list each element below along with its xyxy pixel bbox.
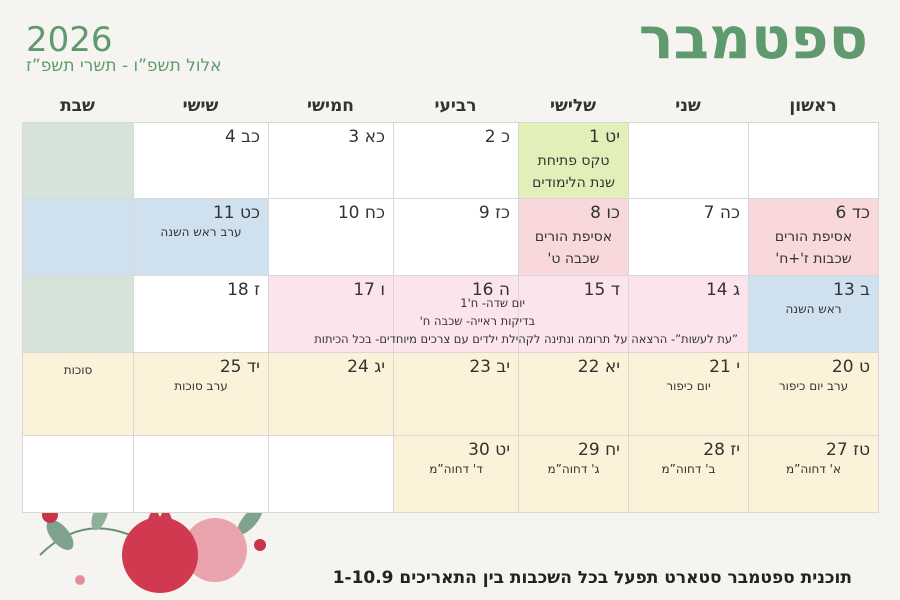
day-date: 28 יז — [703, 440, 740, 460]
day-date: 29 יח — [578, 440, 620, 460]
day-date: 3 כא — [348, 127, 385, 147]
day-cell: 28 יז ב' דחוה”מ — [628, 435, 749, 513]
day-cell: 10 כח — [268, 198, 394, 276]
weekday-header: שלישי — [549, 96, 597, 116]
day-date: 22 יא — [577, 357, 620, 377]
weekday-header: רביעי — [434, 96, 477, 116]
day-event: ערב ראש השנה — [160, 225, 242, 239]
day-cell — [22, 198, 134, 276]
day-date: 9 כז — [478, 203, 510, 223]
day-cell: 4 כב — [133, 122, 269, 199]
day-cell — [628, 122, 749, 199]
day-cell — [22, 275, 134, 353]
day-cell: 9 כז — [393, 198, 519, 276]
day-event: שכבה ט' — [547, 251, 600, 267]
day-cell: 7 כה — [628, 198, 749, 276]
day-event: שנת הלימודים — [532, 175, 615, 191]
day-date: 6 כד — [835, 203, 870, 223]
day-event: יום כיפור — [666, 379, 711, 393]
day-event: ב' דחוה”מ — [661, 462, 716, 476]
day-date: 2 כ — [484, 127, 510, 147]
day-cell: 25 יד ערב סוכות — [133, 352, 269, 436]
weekday-header: ראשון — [789, 96, 837, 116]
day-date: 11 כט — [212, 203, 260, 223]
spanning-event: ”עת לעשות”- הרצאה על תרומה ונתינה לקהילת… — [314, 332, 738, 346]
day-date: 10 כח — [337, 203, 385, 223]
day-date: 20 ט — [831, 357, 870, 377]
day-date: 18 ז — [227, 280, 260, 300]
day-event: ראש השנה — [785, 302, 842, 316]
day-cell — [748, 122, 879, 199]
day-date: 24 יג — [347, 357, 385, 377]
footer-note: תוכנית ספטמבר סטארט תפעל בכל השכבות בין … — [332, 568, 852, 588]
weekday-header: חמישי — [307, 96, 354, 116]
day-cell: 13 ב ראש השנה — [748, 275, 879, 353]
day-cell: 18 ז — [133, 275, 269, 353]
day-event: א' דחוה”מ — [785, 462, 841, 476]
day-date: 16 ה — [471, 280, 510, 300]
day-cell: 27 טז א' דחוה”מ — [748, 435, 879, 513]
day-cell: 30 יט ד' דחוה”מ — [393, 435, 519, 513]
day-date: 30 יט — [468, 440, 510, 460]
day-date: 13 ב — [833, 280, 870, 300]
day-cell: 22 יא — [518, 352, 629, 436]
day-event: ג' דחוה”מ — [547, 462, 600, 476]
day-date: 1 יט — [588, 127, 620, 147]
day-cell: 1 יט טקס פתיחת שנת הלימודים — [518, 122, 629, 199]
weekday-header: שישי — [182, 96, 219, 116]
day-cell: 2 כ — [393, 122, 519, 199]
day-event: טקס פתיחת — [537, 153, 610, 169]
day-cell: 17 ו — [268, 275, 394, 353]
day-cell: 21 י יום כיפור — [628, 352, 749, 436]
day-date: 25 יד — [219, 357, 260, 377]
day-date: 27 טז — [826, 440, 870, 460]
day-date: 8 כו — [590, 203, 620, 223]
day-cell: 3 כא — [268, 122, 394, 199]
day-event: אסיפת הורים — [534, 229, 613, 245]
day-cell: 8 כו אסיפת הורים שכבה ט' — [518, 198, 629, 276]
day-cell: 20 ט ערב יום כיפור — [748, 352, 879, 436]
year: 2026 — [26, 20, 113, 60]
day-date: 14 ג — [705, 280, 740, 300]
day-date: 23 יב — [469, 357, 510, 377]
hebrew-range: אלול תשפ”ו - תשרי תשפ”ז — [26, 56, 222, 76]
spanning-event: בדיקות ראייה- שכבה ח' — [419, 314, 535, 328]
day-date: 15 ד — [583, 280, 620, 300]
month-title: ספטמבר — [638, 4, 868, 72]
day-cell: 15 ד — [518, 275, 629, 353]
weekday-header: שני — [675, 96, 701, 116]
day-event: אסיפת הורים — [774, 229, 853, 245]
day-event: ערב יום כיפור — [778, 379, 849, 393]
day-event: שכבות ז'+ח' — [775, 251, 852, 267]
spanning-event: יום שדה- ח'1 — [460, 296, 525, 310]
day-event: ערב סוכות — [174, 379, 228, 393]
day-cell — [22, 435, 134, 513]
day-cell: 6 כד אסיפת הורים שכבות ז'+ח' — [748, 198, 879, 276]
day-cell: 11 כט ערב ראש השנה — [133, 198, 269, 276]
day-date: 21 י — [709, 357, 740, 377]
day-cell — [22, 122, 134, 199]
weekday-header: שבת — [60, 96, 95, 116]
day-cell: 23 יב — [393, 352, 519, 436]
day-date: 4 כב — [224, 127, 260, 147]
day-date: 17 ו — [353, 280, 385, 300]
day-event: ד' דחוה”מ — [429, 462, 483, 476]
day-cell — [133, 435, 269, 513]
pomegranate-decoration — [39, 499, 266, 593]
day-event: סוכות — [63, 363, 93, 377]
day-cell: 29 יח ג' דחוה”מ — [518, 435, 629, 513]
day-cell — [268, 435, 394, 513]
day-cell: 24 יג — [268, 352, 394, 436]
day-date: 7 כה — [703, 203, 740, 223]
day-cell: סוכות — [22, 352, 134, 436]
